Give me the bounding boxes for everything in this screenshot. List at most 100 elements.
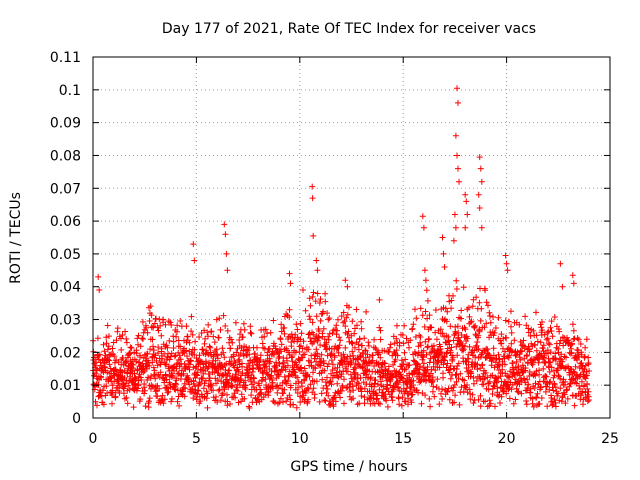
data-point — [484, 374, 491, 381]
data-point — [558, 351, 565, 358]
data-point — [132, 374, 139, 381]
data-point — [189, 331, 196, 338]
data-point — [305, 396, 312, 403]
data-point — [247, 323, 254, 330]
data-point — [313, 378, 320, 385]
data-point — [536, 367, 543, 374]
data-point — [398, 402, 405, 409]
data-point — [429, 388, 436, 395]
data-point — [418, 400, 425, 407]
data-point — [258, 389, 265, 396]
data-point — [570, 327, 577, 334]
data-point — [517, 356, 524, 363]
data-point — [180, 370, 187, 377]
data-point — [133, 350, 140, 357]
data-point — [427, 403, 434, 410]
data-point — [291, 369, 298, 376]
data-point — [578, 360, 585, 366]
data-point — [560, 342, 567, 349]
data-point — [301, 351, 308, 358]
data-point — [362, 347, 369, 354]
data-point — [557, 375, 564, 382]
data-point — [268, 368, 275, 374]
data-point — [389, 397, 396, 404]
data-point — [444, 389, 451, 395]
data-point — [157, 322, 164, 329]
data-point — [430, 383, 437, 390]
data-point — [312, 298, 319, 305]
data-point — [145, 404, 152, 411]
data-point — [486, 397, 493, 404]
data-point — [337, 394, 344, 401]
data-point — [537, 384, 544, 391]
data-point — [439, 234, 446, 241]
data-point — [310, 232, 317, 239]
data-point — [527, 333, 534, 339]
data-point — [410, 321, 417, 328]
data-point — [190, 395, 197, 402]
data-point — [483, 320, 490, 327]
data-point — [296, 348, 303, 355]
data-point — [307, 381, 314, 388]
data-point — [457, 370, 464, 377]
data-point — [142, 403, 149, 410]
data-point — [503, 260, 510, 267]
data-point — [340, 351, 347, 358]
data-point — [197, 398, 204, 405]
data-point — [390, 361, 396, 368]
data-point — [465, 304, 472, 311]
data-point — [473, 294, 480, 301]
data-point — [269, 350, 276, 357]
data-point — [539, 319, 545, 325]
data-point — [518, 390, 525, 397]
data-point — [486, 309, 493, 316]
data-point — [162, 321, 169, 328]
data-point — [344, 353, 351, 360]
data-point — [534, 402, 540, 409]
data-point — [335, 344, 342, 351]
data-point — [194, 369, 201, 376]
data-point — [547, 349, 554, 356]
data-point — [394, 352, 401, 359]
data-point — [361, 385, 368, 392]
data-point — [463, 198, 470, 205]
data-point — [437, 346, 444, 352]
data-point — [470, 374, 477, 381]
data-point — [530, 403, 537, 410]
data-point — [280, 390, 287, 397]
x-tick-label: 15 — [394, 431, 412, 447]
data-point — [369, 357, 376, 364]
data-point — [371, 383, 378, 390]
y-tick-label: 0.1 — [59, 83, 81, 99]
data-point — [223, 250, 230, 257]
data-point — [544, 329, 551, 336]
data-point — [478, 178, 485, 185]
data-point — [95, 273, 102, 280]
data-point — [395, 395, 402, 402]
data-point — [147, 346, 154, 353]
data-point — [365, 342, 372, 349]
data-point — [245, 403, 252, 410]
data-point — [328, 357, 335, 364]
data-point — [532, 372, 539, 379]
data-point — [286, 306, 293, 313]
data-point — [256, 382, 263, 389]
data-point — [201, 340, 208, 347]
data-point — [336, 390, 343, 397]
data-point — [349, 348, 356, 355]
data-point — [163, 376, 170, 383]
data-point — [164, 389, 171, 396]
data-point — [313, 257, 320, 264]
data-point — [207, 381, 214, 388]
data-point — [507, 368, 514, 375]
data-point — [550, 374, 557, 381]
data-point — [487, 313, 493, 319]
data-point — [387, 341, 394, 348]
data-point — [419, 213, 426, 220]
data-point — [579, 388, 586, 395]
data-point — [192, 338, 199, 345]
data-point — [314, 337, 321, 344]
data-point — [407, 337, 414, 344]
data-point — [485, 386, 492, 393]
